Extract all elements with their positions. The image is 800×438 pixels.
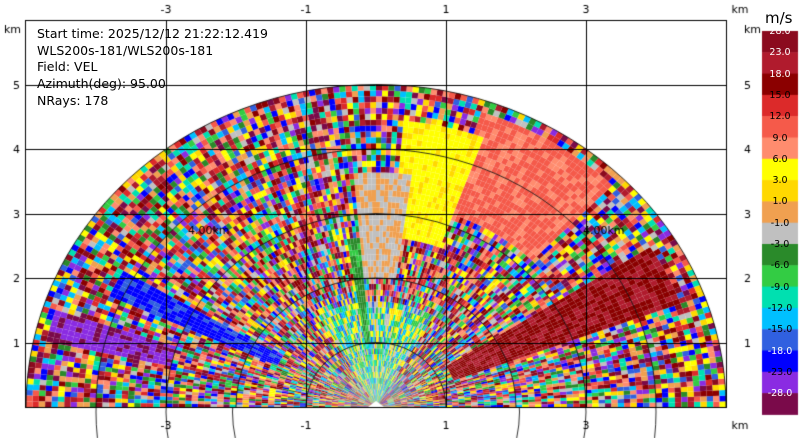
- start-time-label: Start time: 2025/12/12 21:22:12.419: [37, 26, 268, 41]
- colorbar-tick-label: 23.0: [769, 47, 791, 59]
- colorbar-tick-label: -3.0: [770, 239, 790, 250]
- instrument-label: WLS200s-181/WLS200s-181: [37, 43, 214, 58]
- colorbar-tick-label: 12.0: [769, 111, 791, 123]
- colorbar-tick-label: 28.0: [769, 26, 791, 37]
- colorbar-tick-label: -12.0: [767, 302, 793, 314]
- nrays-label: NRays: 178: [37, 93, 109, 108]
- colorbar-tick-label: -18.0: [767, 345, 793, 357]
- colorbar-tick-label: -28.0: [767, 388, 793, 400]
- field-label: Field: VEL: [37, 59, 98, 74]
- colorbar-tick-label: -15.0: [767, 324, 793, 336]
- colorbar-tick-label: 6.0: [772, 153, 788, 165]
- colorbar-tick-label: 1.0: [772, 196, 788, 208]
- colorbar-tick-label: 9.0: [772, 132, 788, 144]
- colorbar-tick-label: -23.0: [767, 366, 793, 378]
- colorbar-tick-label: -6.0: [770, 260, 790, 272]
- colorbar-tick-label: 3.0: [772, 175, 788, 187]
- colorbar-tick-label: 15.0: [769, 89, 791, 101]
- colorbar-tick-label: -1.0: [770, 217, 790, 229]
- colorbar-tick-label: 18.0: [769, 68, 791, 80]
- azimuth-label: Azimuth(deg): 95.00: [37, 76, 166, 91]
- colorbar-unit-label: m/s: [765, 9, 793, 27]
- colorbar-tick-label: -9.0: [770, 281, 790, 293]
